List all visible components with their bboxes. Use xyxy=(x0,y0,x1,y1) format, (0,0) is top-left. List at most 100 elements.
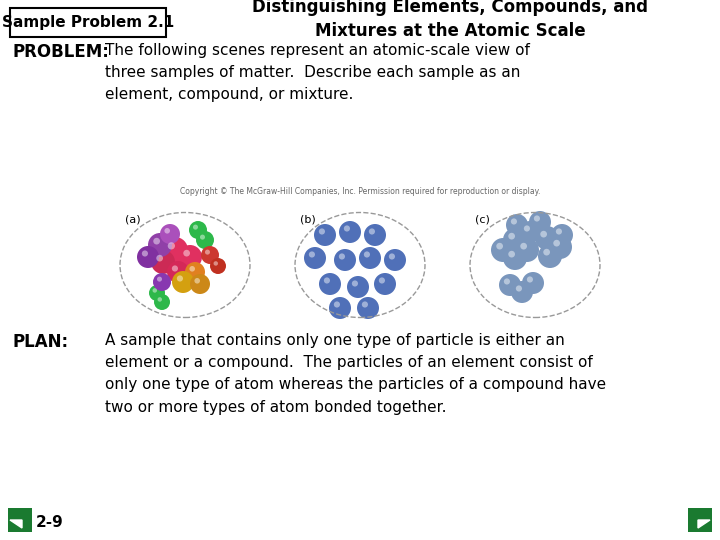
Circle shape xyxy=(193,225,198,230)
Circle shape xyxy=(201,246,219,264)
Circle shape xyxy=(177,275,183,281)
Circle shape xyxy=(339,253,345,260)
Text: A sample that contains only one type of particle is either an
element or a compo: A sample that contains only one type of … xyxy=(105,333,606,415)
Text: Sample Problem 2.1: Sample Problem 2.1 xyxy=(2,16,174,30)
Circle shape xyxy=(511,218,517,225)
Circle shape xyxy=(162,237,188,263)
Circle shape xyxy=(154,294,170,310)
Circle shape xyxy=(508,251,515,258)
Circle shape xyxy=(522,272,544,294)
Circle shape xyxy=(153,288,157,293)
Circle shape xyxy=(347,276,369,298)
Circle shape xyxy=(503,228,527,252)
Circle shape xyxy=(205,249,210,255)
Text: (b): (b) xyxy=(300,215,316,225)
Circle shape xyxy=(200,234,205,240)
Circle shape xyxy=(352,280,358,287)
Circle shape xyxy=(540,231,547,238)
Circle shape xyxy=(172,271,194,293)
Text: PROBLEM:: PROBLEM: xyxy=(12,43,109,61)
Circle shape xyxy=(357,297,379,319)
Circle shape xyxy=(359,247,381,269)
Circle shape xyxy=(185,262,205,282)
Text: Distinguishing Elements, Compounds, and
Mixtures at the Atomic Scale: Distinguishing Elements, Compounds, and … xyxy=(252,0,648,40)
Circle shape xyxy=(151,250,175,274)
Circle shape xyxy=(214,261,218,266)
Circle shape xyxy=(551,224,573,246)
Circle shape xyxy=(309,252,315,258)
Circle shape xyxy=(491,238,515,262)
Circle shape xyxy=(379,278,385,284)
Circle shape xyxy=(364,252,370,258)
Circle shape xyxy=(319,273,341,295)
Text: Copyright © The McGraw-Hill Companies, Inc. Permission required for reproduction: Copyright © The McGraw-Hill Companies, I… xyxy=(180,187,540,197)
Circle shape xyxy=(524,225,530,232)
Circle shape xyxy=(196,231,214,249)
Circle shape xyxy=(334,301,340,308)
Circle shape xyxy=(364,224,386,246)
Circle shape xyxy=(137,246,159,268)
Circle shape xyxy=(190,274,210,294)
Circle shape xyxy=(516,286,522,292)
Polygon shape xyxy=(10,520,22,528)
Circle shape xyxy=(194,278,200,284)
Circle shape xyxy=(149,285,165,301)
Circle shape xyxy=(156,255,163,261)
Circle shape xyxy=(324,278,330,284)
Circle shape xyxy=(164,228,170,234)
FancyBboxPatch shape xyxy=(688,508,712,532)
Circle shape xyxy=(344,225,350,232)
Text: 2-9: 2-9 xyxy=(36,515,64,530)
Circle shape xyxy=(189,266,195,272)
Circle shape xyxy=(158,297,162,302)
FancyBboxPatch shape xyxy=(8,508,32,532)
Circle shape xyxy=(508,233,515,240)
Circle shape xyxy=(519,221,541,243)
Circle shape xyxy=(334,249,356,271)
FancyBboxPatch shape xyxy=(10,8,166,37)
Ellipse shape xyxy=(120,213,250,318)
Circle shape xyxy=(339,221,361,243)
Circle shape xyxy=(374,273,396,295)
Circle shape xyxy=(184,250,190,256)
Circle shape xyxy=(527,276,533,282)
Circle shape xyxy=(319,228,325,234)
Circle shape xyxy=(160,224,180,244)
Circle shape xyxy=(504,279,510,285)
Circle shape xyxy=(529,211,551,233)
Circle shape xyxy=(362,301,368,308)
Ellipse shape xyxy=(470,213,600,318)
Circle shape xyxy=(153,273,171,291)
Circle shape xyxy=(168,242,175,249)
Circle shape xyxy=(178,245,202,269)
Circle shape xyxy=(304,247,326,269)
Circle shape xyxy=(503,246,527,270)
Circle shape xyxy=(496,243,503,249)
Circle shape xyxy=(499,274,521,296)
Circle shape xyxy=(521,243,527,249)
Text: (c): (c) xyxy=(475,215,490,225)
Circle shape xyxy=(511,281,533,303)
Circle shape xyxy=(329,297,351,319)
Circle shape xyxy=(172,265,178,272)
Circle shape xyxy=(157,276,162,282)
Circle shape xyxy=(538,244,562,268)
Text: (a): (a) xyxy=(125,215,140,225)
Circle shape xyxy=(534,215,540,221)
Text: The following scenes represent an atomic-scale view of
three samples of matter. : The following scenes represent an atomic… xyxy=(105,43,530,103)
Circle shape xyxy=(506,214,528,236)
Circle shape xyxy=(369,228,375,234)
Circle shape xyxy=(153,238,160,245)
Circle shape xyxy=(148,233,172,257)
Circle shape xyxy=(189,221,207,239)
Circle shape xyxy=(384,249,406,271)
Circle shape xyxy=(389,253,395,260)
Circle shape xyxy=(548,235,572,259)
Ellipse shape xyxy=(295,213,425,318)
Text: PLAN:: PLAN: xyxy=(12,333,68,351)
Polygon shape xyxy=(698,520,710,528)
Circle shape xyxy=(553,240,560,247)
Circle shape xyxy=(314,224,336,246)
Circle shape xyxy=(210,258,226,274)
Circle shape xyxy=(556,228,562,234)
